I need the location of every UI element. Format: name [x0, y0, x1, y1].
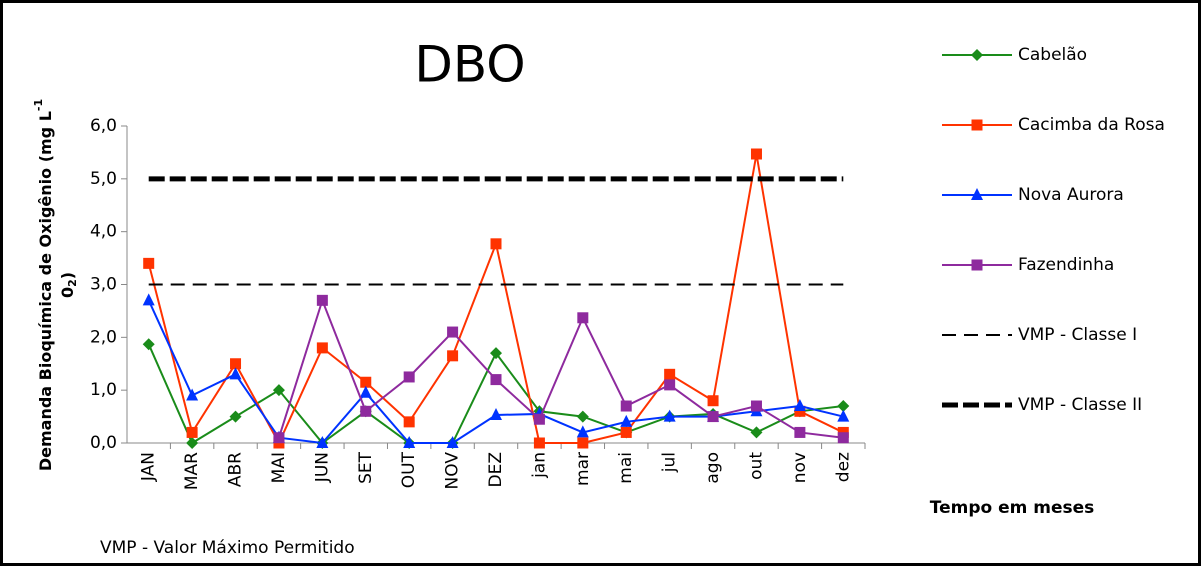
y-axis-label: Demanda Bioquímica de Oxigênio (mg L-1 — [32, 99, 55, 471]
point — [837, 432, 849, 444]
legend-label: Cabelão — [1018, 45, 1087, 65]
legend-label: Nova Aurora — [1018, 185, 1124, 205]
point — [620, 400, 632, 412]
x-tick-label: DEZ — [486, 452, 506, 487]
point — [316, 294, 328, 306]
x-tick-label: mar — [573, 452, 593, 486]
x-tick-label: mai — [616, 452, 636, 484]
point — [447, 326, 459, 338]
x-tick-label: MAI — [269, 452, 289, 483]
y-tick-label: 6,0 — [90, 116, 117, 136]
legend-marker — [971, 259, 983, 271]
point — [359, 385, 372, 398]
y-axis-label-2: 02) — [58, 272, 80, 298]
point — [664, 379, 676, 391]
point — [403, 371, 415, 383]
point — [186, 388, 199, 401]
point — [750, 148, 762, 160]
point — [186, 437, 199, 449]
point — [229, 367, 242, 380]
point — [316, 436, 329, 448]
x-tick-label: out — [746, 452, 766, 480]
point — [490, 238, 502, 250]
point — [750, 426, 763, 439]
chart-title: DBO — [414, 36, 525, 94]
point — [186, 426, 198, 438]
point — [837, 409, 850, 422]
legend-marker — [971, 188, 983, 200]
x-tick-label: ABR — [226, 452, 246, 487]
point — [316, 342, 328, 354]
point — [490, 347, 502, 360]
point — [577, 437, 589, 449]
x-tick-label: SET — [356, 451, 376, 484]
y-tick-label: 5,0 — [90, 169, 117, 189]
point — [533, 437, 545, 449]
y-label-part: ) — [58, 272, 77, 279]
point — [142, 293, 155, 306]
point — [794, 405, 806, 417]
y-label-part: Demanda Bioquímica de Oxigênio (mg L — [36, 111, 55, 471]
point — [403, 436, 416, 448]
x-tick-label: jan — [529, 452, 549, 479]
x-tick-label: MAR — [182, 452, 202, 490]
y-label-sup: -1 — [32, 99, 45, 111]
x-tick-label: jul — [660, 452, 680, 473]
point — [533, 413, 545, 425]
point — [142, 338, 155, 351]
footnote: VMP - Valor Máximo Permitido — [100, 538, 355, 558]
point — [273, 432, 285, 444]
point — [272, 384, 285, 397]
point — [229, 410, 242, 423]
point — [794, 426, 806, 438]
legend-label: Fazendinha — [1018, 255, 1114, 275]
point — [576, 425, 589, 438]
y-tick-label: 3,0 — [90, 275, 117, 295]
legend-marker — [971, 119, 983, 131]
point — [447, 350, 459, 362]
point — [750, 400, 762, 412]
point — [707, 395, 719, 407]
y-tick-label: 1,0 — [90, 380, 117, 400]
point — [490, 407, 502, 420]
x-axis-label: Tempo em meses — [930, 498, 1095, 518]
legend-label: VMP - Classe I — [1018, 325, 1137, 345]
point — [793, 399, 806, 412]
x-tick-label: nov — [790, 452, 810, 483]
point — [403, 416, 415, 428]
point — [707, 411, 719, 423]
point — [620, 426, 632, 438]
point — [664, 368, 676, 380]
point — [837, 400, 850, 413]
y-tick-label: 0,0 — [90, 433, 117, 453]
x-tick-label: JAN — [139, 452, 159, 482]
x-tick-label: JUN — [312, 452, 332, 483]
point — [620, 414, 633, 427]
point — [446, 436, 459, 448]
point — [576, 410, 589, 423]
point — [230, 358, 242, 370]
y-tick-label: 2,0 — [90, 327, 117, 347]
legend-label: VMP - Classe II — [1018, 395, 1142, 415]
point — [663, 409, 676, 422]
y-label-sub: 2 — [66, 279, 79, 287]
point — [490, 374, 502, 386]
point — [360, 376, 372, 388]
x-tick-label: dez — [833, 452, 853, 482]
point — [360, 405, 372, 417]
legend-marker — [971, 49, 983, 61]
x-tick-label: ago — [703, 452, 723, 484]
legend-label: Cacimba da Rosa — [1018, 115, 1165, 135]
point — [577, 312, 589, 324]
y-label-part: 0 — [58, 287, 77, 298]
x-tick-label: NOV — [443, 452, 463, 490]
x-tick-label: OUT — [399, 451, 419, 488]
series-line — [277, 297, 844, 439]
point — [143, 257, 155, 269]
y-tick-label: 4,0 — [90, 222, 117, 242]
